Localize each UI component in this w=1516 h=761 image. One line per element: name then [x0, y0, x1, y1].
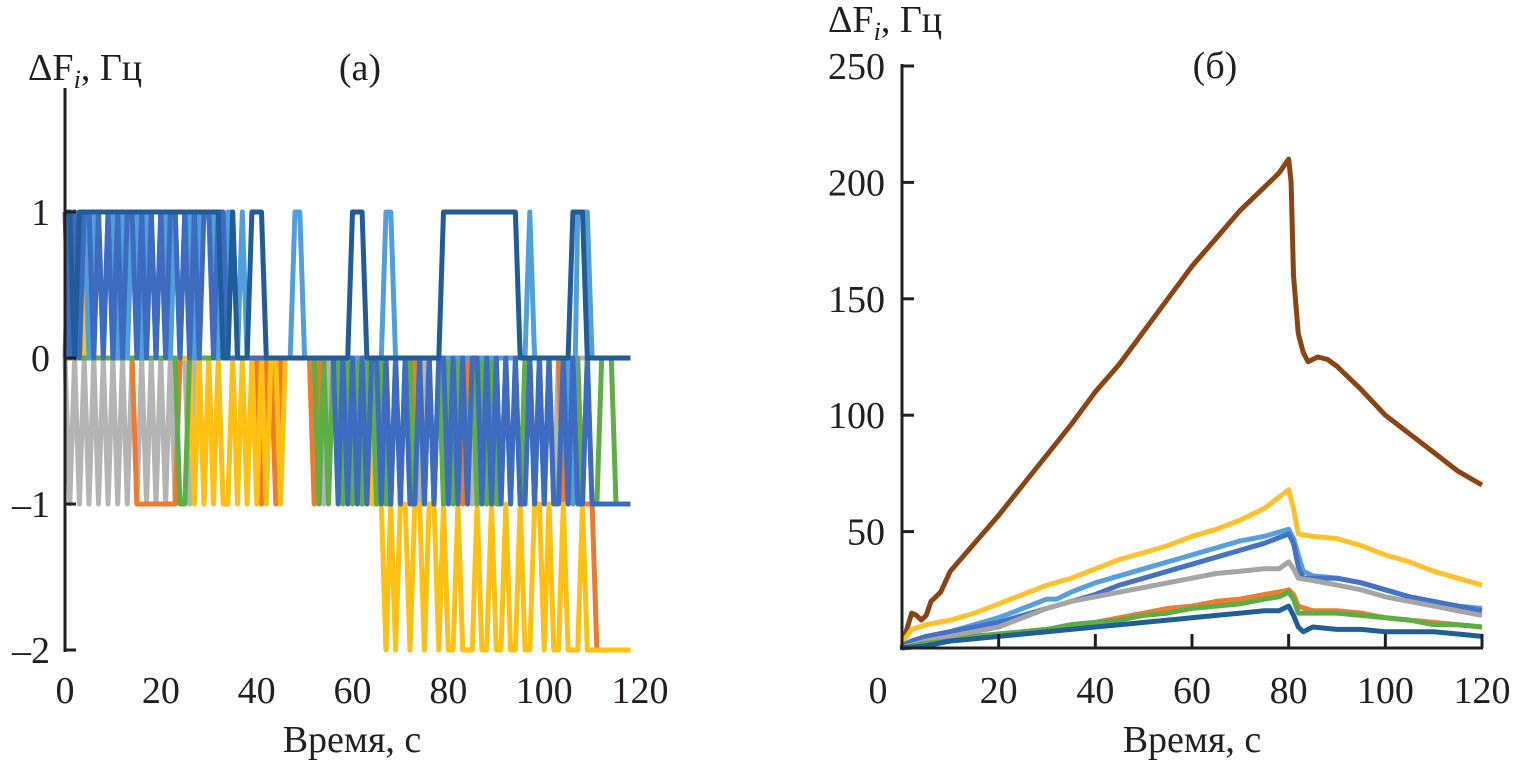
panel-b-ytick-label: 100	[828, 395, 885, 437]
panel-b-xtick-label: 20	[980, 670, 1018, 712]
panel-a-xtick-label: 120	[612, 670, 669, 712]
panel-b-ytick-label: 50	[847, 512, 885, 554]
panel-b-xtick-label: 0	[869, 670, 888, 712]
panel-b-series-line-7	[901, 603, 1483, 651]
panel-a-ytick-label: –2	[11, 630, 50, 672]
panel-a: ΔFi, Гц (а) Время, с 10–1–20 20 40 60 80 100 1…	[11, 47, 669, 761]
panel-a-xtick-label: 20	[142, 670, 180, 712]
panel-b-series-line-1	[899, 487, 1483, 645]
panel-a-xtick-label: 60	[334, 670, 372, 712]
panel-b-xtick-label: 40	[1076, 670, 1114, 712]
panel-a-xtick-label: 80	[429, 670, 467, 712]
panel-b-ytick-label: 200	[828, 162, 885, 204]
panel-a-ytick-label: 0	[31, 338, 50, 380]
panel-b-title: (б)	[1193, 45, 1238, 87]
panel-b: ΔFi, Гц (б) Время, с 50 100 150 200 250 0 20 40…	[828, 0, 1511, 761]
panel-a-series-line-6	[65, 209, 631, 361]
panel-a-xtick-label: 40	[238, 670, 276, 712]
panel-b-series-line-3	[900, 531, 1483, 648]
panel-a-ylabel: ΔFi, Гц	[28, 47, 142, 94]
panel-a-ytick-label: 1	[31, 192, 50, 234]
panel-a-xtick-label: 0	[56, 670, 75, 712]
panel-b-xtick-label: 100	[1357, 670, 1414, 712]
panel-b-xlabel: Время, с	[1123, 719, 1262, 761]
panel-b-series-line-0	[899, 156, 1484, 649]
panel-a-xlabel: Время, с	[283, 719, 422, 761]
panel-b-series-line-4	[901, 559, 1483, 651]
panel-b-ylabel: ΔFi, Гц	[828, 0, 942, 46]
panel-a-xtick-label: 100	[516, 670, 573, 712]
panel-a-ytick-label: –1	[11, 484, 50, 526]
panel-b-xtick-label: 60	[1173, 670, 1211, 712]
panel-b-ytick-label: 250	[828, 46, 885, 88]
panel-b-ytick-label: 150	[828, 279, 885, 321]
panel-b-xtick-label: 120	[1454, 670, 1511, 712]
panel-a-title: (а)	[339, 47, 381, 89]
panel-a-series-line-5	[62, 209, 631, 507]
panel-b-xtick-label: 80	[1270, 670, 1308, 712]
